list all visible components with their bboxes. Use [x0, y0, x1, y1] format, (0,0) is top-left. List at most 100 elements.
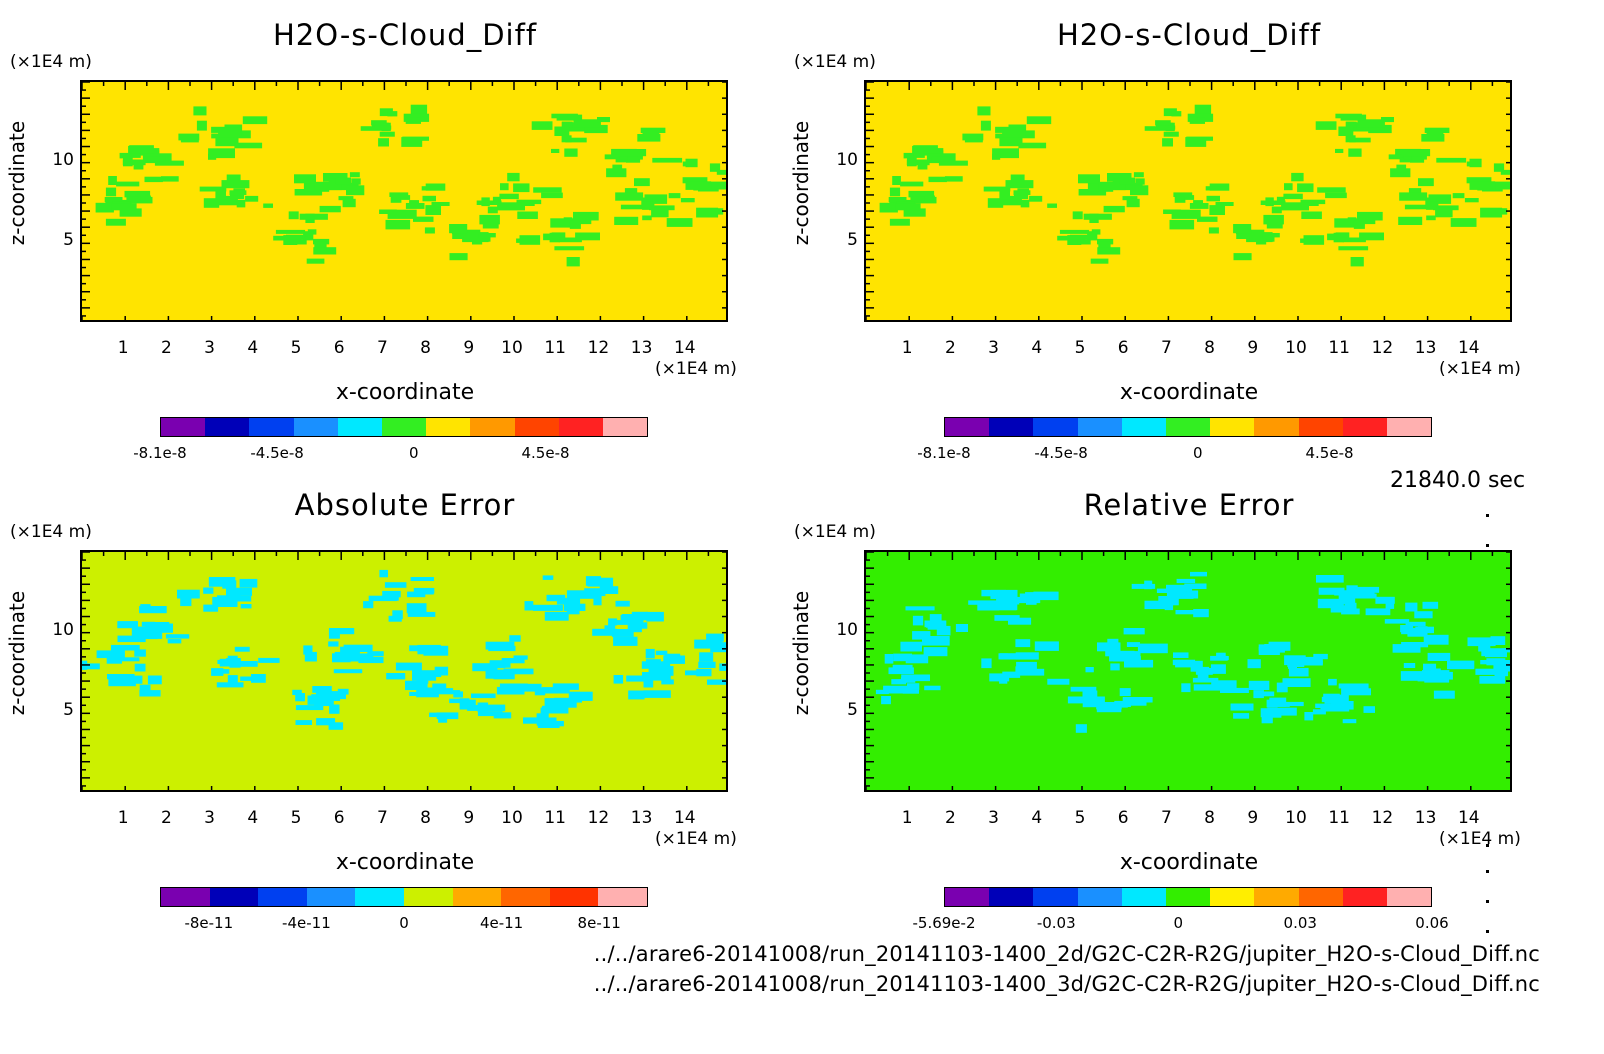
contour-patch: [537, 723, 560, 728]
contour-patch: [1131, 583, 1156, 589]
contour-patch: [1193, 609, 1209, 618]
contour-patch: [294, 174, 316, 184]
contour-patch: [706, 633, 724, 642]
contour-patch: [1338, 594, 1356, 605]
contour-patch: [1162, 138, 1173, 147]
x-tick-label: 12: [1371, 338, 1394, 358]
contour-patch: [1402, 149, 1431, 157]
contour-patch: [395, 662, 422, 671]
x-tick-label: 12: [587, 808, 610, 828]
contour-patch: [597, 117, 610, 123]
contour-patch: [1185, 137, 1207, 147]
contour-patch: [496, 686, 525, 695]
margin-dot: [1486, 514, 1489, 517]
contour-patch: [1327, 233, 1341, 241]
contour-patch: [1480, 207, 1503, 218]
contour-patch: [108, 676, 136, 687]
contour-patch: [363, 601, 374, 609]
colorbar-segment: [258, 888, 307, 906]
contour-patch: [319, 205, 341, 213]
contour-patch: [1171, 111, 1182, 117]
colorbar-segment: [426, 418, 471, 436]
chart-title: Relative Error: [1083, 488, 1295, 522]
contour-patch: [983, 186, 1011, 192]
contour-patch: [1345, 135, 1356, 143]
contour-patch: [218, 127, 242, 136]
contour-patch: [95, 202, 114, 213]
contour-patch: [108, 176, 117, 185]
contour-patch: [303, 645, 313, 655]
contour-patch: [599, 586, 619, 594]
contour-patch: [1072, 211, 1083, 220]
x-tick-label: 14: [673, 338, 696, 358]
contour-patch: [668, 193, 681, 199]
contour-patch: [613, 636, 638, 646]
contour-patch: [403, 113, 430, 122]
contour-patch: [1070, 686, 1097, 692]
x-tick-label: 13: [630, 338, 653, 358]
contour-patch: [1166, 591, 1194, 599]
file-path-2d: ../../arare6-20141008/run_20141103-1400_…: [593, 942, 1540, 966]
contour-patch: [119, 208, 142, 217]
panel-bottom-right: Relative Error (×1E4 m) z-coordinate 1 2 3 4 5 6…: [784, 488, 1564, 978]
contour-patch: [1266, 699, 1278, 708]
contour-patch: [710, 642, 726, 653]
contour-patch: [1113, 182, 1143, 191]
x-tick-label: 3: [988, 808, 999, 828]
colorbar-label: 0.06: [1415, 914, 1449, 932]
contour-patch: [592, 628, 618, 636]
contour-patch: [1385, 603, 1395, 609]
contour-patch: [165, 634, 190, 639]
colorbar-segment: [549, 888, 599, 906]
contour-patch: [915, 634, 925, 640]
y-tick-label: 5: [847, 230, 858, 251]
panel-top-left: H2O-s-Cloud_Diff (×1E4 m) z-coordinate 1 2 3 4…: [0, 18, 780, 508]
contour-patch: [203, 587, 214, 594]
contour-patch: [1013, 192, 1029, 199]
contour-patch: [1288, 667, 1309, 677]
x-tick-label: 5: [1074, 808, 1086, 828]
contour-patch: [160, 176, 179, 182]
contour-patch: [1428, 194, 1452, 204]
contour-patch: [1110, 663, 1120, 671]
contour-patch: [698, 661, 716, 668]
x-tick-label: 7: [1160, 808, 1172, 828]
contour-patch: [1181, 683, 1191, 693]
contour-patch: [1158, 125, 1176, 130]
contour-patch: [1269, 697, 1287, 707]
contour-patch: [999, 137, 1023, 147]
contour-patch: [1016, 661, 1037, 672]
contour-patch: [543, 233, 557, 241]
colorbar-segment: [1342, 888, 1387, 906]
x-tick-label: 10: [1285, 808, 1307, 828]
x-tick-label: 12: [587, 338, 610, 358]
contour-patch: [1359, 232, 1384, 241]
contour-patch: [884, 654, 894, 664]
contour-patch: [208, 577, 236, 587]
contour-patch: [1401, 642, 1429, 648]
contour-patch: [1493, 663, 1510, 672]
contour-patch: [1119, 688, 1131, 697]
contour-patch: [1019, 668, 1045, 676]
colorbar-label: -0.03: [1036, 914, 1076, 932]
contour-patch: [406, 603, 427, 614]
contour-patch: [299, 213, 328, 220]
contour-patch: [1315, 121, 1337, 130]
contour-patch: [1126, 198, 1140, 208]
contour-patch: [328, 722, 344, 730]
contour-patch: [1344, 602, 1357, 610]
contour-patch: [1000, 653, 1030, 660]
contour-patch: [83, 663, 100, 670]
contour-patch: [615, 157, 629, 163]
x-axis-unit: (×1E4 m): [655, 359, 737, 379]
contour-patch: [485, 641, 515, 650]
contour-patch: [133, 159, 144, 170]
contour-patch: [425, 205, 441, 215]
contour-patch: [1075, 724, 1087, 733]
contour-patch: [664, 653, 681, 659]
chart-title: H2O-s-Cloud_Diff: [1056, 18, 1322, 52]
contour-patch: [1363, 706, 1375, 713]
contour-patch: [913, 145, 938, 154]
contour-patch: [641, 201, 655, 210]
contour-patch: [203, 604, 219, 612]
